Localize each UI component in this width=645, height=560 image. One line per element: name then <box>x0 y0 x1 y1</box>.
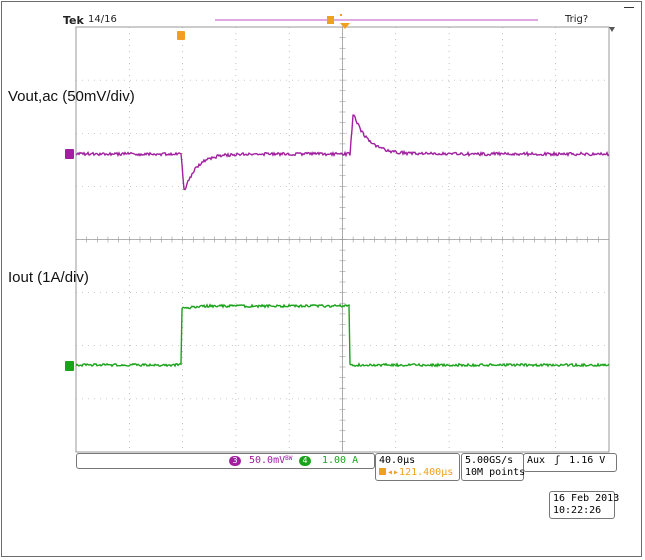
screen-markers <box>65 14 615 371</box>
ch3-scale[interactable]: 50.0mVBW <box>249 455 292 466</box>
trigger-position: ◂▸121.400µs <box>379 467 456 479</box>
graticule <box>76 27 609 452</box>
trigger-source: Aux <box>527 455 545 466</box>
acquisition-readout[interactable]: 5.00GS/s 10M points <box>461 453 524 481</box>
trigger-level: 1.16 V <box>569 455 605 466</box>
trigger-readout[interactable]: Aux ʃ 1.16 V <box>523 453 617 472</box>
iout-axis-label: Iout (1A/div) <box>8 269 89 286</box>
date: 16 Feb 2013 <box>553 493 611 505</box>
timebase-readout[interactable]: 40.0µs ◂▸121.400µs <box>375 453 460 481</box>
trigger-position-icon <box>340 23 350 29</box>
ch3-ground-marker-icon <box>65 149 74 159</box>
time: 10:22:26 <box>553 505 611 517</box>
header-brand: Tek <box>63 14 84 27</box>
record-position-icon <box>327 16 334 24</box>
vout-axis-label: Vout,ac (50mV/div) <box>8 88 135 105</box>
trigger-slope-icon: ʃ <box>554 455 560 466</box>
record-length: 10M points <box>465 467 520 479</box>
date-time-readout: 16 Feb 2013 10:22:26 <box>549 491 615 519</box>
minimize-icon[interactable] <box>624 7 634 8</box>
ch3-indicator-icon[interactable]: 3 <box>229 456 241 466</box>
trigger-time-marker-icon <box>177 31 185 40</box>
trigger-dot-icon <box>340 14 342 16</box>
ch4-ground-marker-icon <box>65 361 74 371</box>
ch4-indicator-icon[interactable]: 4 <box>299 456 311 466</box>
timebase-scale: 40.0µs <box>379 455 456 467</box>
record-counter: 14/16 <box>88 14 117 25</box>
trigger-level-arrow-icon <box>609 27 615 32</box>
trigger-marker-icon <box>379 468 386 475</box>
sample-rate: 5.00GS/s <box>465 455 520 467</box>
trigger-status: Trig? <box>565 14 588 25</box>
ch4-scale[interactable]: 1.00 A <box>322 455 358 466</box>
